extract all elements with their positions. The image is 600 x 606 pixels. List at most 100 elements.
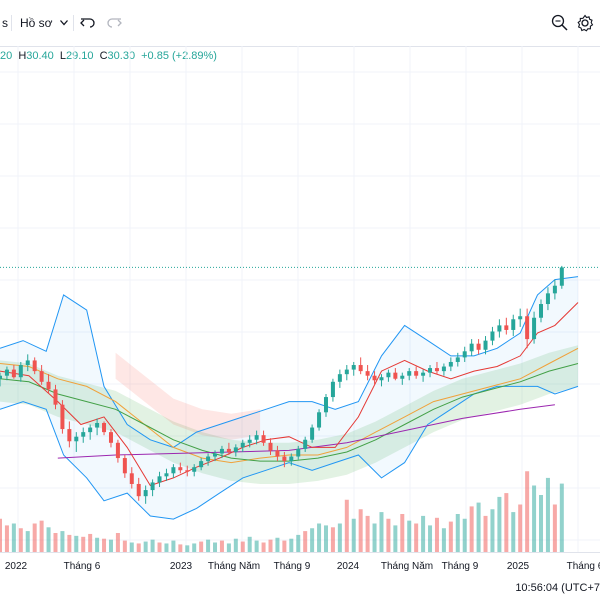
volume-bar — [448, 521, 453, 552]
volume-bar — [178, 544, 183, 552]
volume-bar — [157, 542, 162, 552]
candle-body — [310, 427, 315, 440]
volume-bar — [32, 523, 37, 552]
bollinger-fill — [0, 276, 578, 520]
volume-bar — [545, 477, 550, 552]
undo-icon[interactable] — [78, 13, 98, 33]
search-zoom-icon[interactable] — [550, 13, 570, 33]
candle-body — [150, 482, 155, 491]
top-toolbar: s Hồ sơ — [0, 0, 600, 47]
toolbar-divider — [73, 15, 74, 31]
price-chart[interactable] — [0, 46, 600, 552]
volume-bar — [268, 539, 273, 552]
volume-bar — [275, 537, 280, 552]
volume-bar — [428, 525, 433, 552]
candle-body — [39, 371, 44, 382]
volume-bar — [219, 540, 224, 552]
candle-body — [233, 447, 238, 452]
candle-body — [421, 372, 426, 376]
redo-icon[interactable] — [104, 13, 124, 33]
x-tick-label: Tháng 6 — [567, 561, 600, 572]
volume-bar — [53, 533, 58, 552]
volume-bar — [60, 531, 65, 552]
candle-body — [102, 422, 107, 433]
candle-body — [351, 365, 356, 370]
volume-bar — [455, 514, 460, 552]
candle-body — [254, 435, 259, 440]
volume-bar — [115, 533, 120, 552]
toolbar-divider — [11, 15, 12, 31]
candle-body — [455, 357, 460, 362]
ohlc-legend: 20 H30.40 L29.10 C30.30 +0.85 (+2.89%) — [0, 50, 217, 62]
volume-bar — [323, 525, 328, 552]
x-tick-label: 2023 — [170, 561, 193, 572]
volume-bar — [337, 523, 342, 552]
candle-body — [358, 365, 363, 372]
volume-bar — [164, 543, 169, 552]
volume-bar — [303, 531, 308, 552]
volume-bar — [358, 509, 363, 552]
volume-bar — [518, 504, 523, 552]
volume-bar — [102, 538, 107, 552]
profile-dropdown[interactable]: Hồ sơ — [20, 13, 72, 33]
candle-body — [25, 360, 30, 366]
high-label: H — [18, 50, 27, 62]
volume-bar — [95, 537, 100, 552]
volume-bar — [379, 512, 384, 552]
volume-bar — [462, 518, 467, 552]
volume-bar — [213, 542, 218, 552]
volume-bar — [240, 541, 245, 552]
volume-bar — [504, 493, 509, 552]
candle-body — [337, 374, 342, 382]
volume-bar — [171, 540, 176, 552]
volume-bar — [310, 528, 315, 552]
candle-body — [469, 343, 474, 352]
volume-bar — [143, 541, 148, 552]
volume-bar — [330, 527, 335, 552]
candle-body — [60, 404, 65, 430]
volume-bar — [4, 525, 9, 552]
volume-bar — [386, 518, 391, 552]
ichimoku-cloud — [0, 345, 578, 484]
candle-body — [379, 377, 384, 381]
chevron-down-icon — [60, 20, 68, 26]
volume-bar — [532, 485, 537, 552]
candle-body — [296, 448, 301, 457]
volume-bar — [476, 502, 481, 552]
candle-body — [192, 467, 197, 472]
volume-bar — [400, 514, 405, 552]
volume-bar — [39, 520, 44, 552]
candle-body — [164, 473, 169, 477]
volume-bar — [74, 535, 79, 552]
candle-body — [206, 456, 211, 462]
candle-body — [129, 473, 134, 484]
volume-bar — [441, 528, 446, 552]
candle-body — [303, 439, 308, 449]
gear-icon[interactable] — [575, 13, 595, 33]
candle-body — [261, 435, 266, 443]
chart-grid — [0, 46, 600, 552]
candle-body — [532, 317, 537, 340]
volume-bar — [150, 539, 155, 552]
volume-bar — [18, 528, 23, 552]
candle-body — [525, 316, 530, 340]
volume-bar — [525, 471, 530, 552]
volume-bar — [511, 512, 516, 552]
candle-body — [428, 368, 433, 373]
candle-body — [74, 436, 79, 442]
candle-body — [136, 483, 141, 497]
candle-body — [330, 381, 335, 398]
volume-bar — [317, 523, 322, 552]
candle-body — [115, 442, 120, 459]
candle-body — [171, 467, 176, 474]
x-tick-label: Tháng 6 — [64, 561, 101, 572]
volume-bar — [559, 483, 564, 552]
candle-body — [178, 467, 183, 471]
bollinger-upper-line — [0, 276, 579, 448]
volume-bar — [88, 533, 93, 552]
close-value: 30.30 — [107, 50, 136, 62]
ma-red-line — [0, 302, 579, 487]
volume-bar — [261, 542, 266, 552]
candle-body — [400, 375, 405, 379]
candle-body — [18, 365, 23, 378]
